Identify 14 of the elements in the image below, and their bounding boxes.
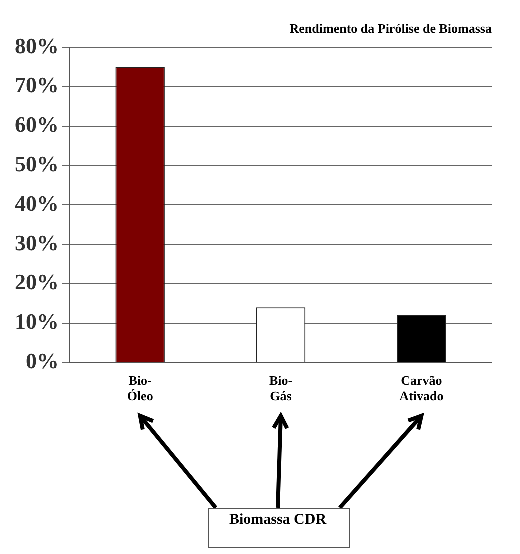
chart-title: Rendimento da Pirólise de Biomassa xyxy=(290,21,492,36)
y-tick-label: 20% xyxy=(15,270,59,295)
x-tick-label: Bio-Gás xyxy=(269,372,293,404)
y-tick-label: 80% xyxy=(15,33,59,58)
x-tick-label: Carvão Ativado xyxy=(400,372,444,404)
y-tick-label: 70% xyxy=(15,72,59,98)
y-tick-label: 10% xyxy=(15,309,59,334)
text: Biomassa CDR xyxy=(228,512,328,529)
y-tick-label: 30% xyxy=(15,230,59,256)
y-tick-label: 40% xyxy=(15,190,59,216)
x-tick-label: Bio-Óleo xyxy=(127,372,154,404)
y-tick-label: 50% xyxy=(15,151,59,176)
y-tick-label: 60% xyxy=(15,112,59,138)
y-tick-label: 0% xyxy=(26,348,59,374)
